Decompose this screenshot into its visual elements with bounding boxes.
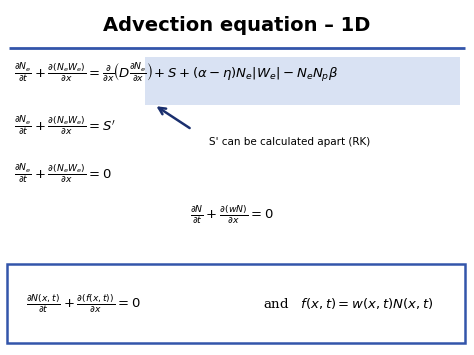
FancyBboxPatch shape <box>7 264 465 343</box>
Text: $\frac{\partial N_e}{\partial t}+\frac{\partial(N_eW_e)}{\partial x}=0$: $\frac{\partial N_e}{\partial t}+\frac{\… <box>14 163 112 185</box>
Bar <box>145 57 460 105</box>
Text: S' can be calculated apart (RK): S' can be calculated apart (RK) <box>209 137 370 147</box>
Text: Advection equation – 1D: Advection equation – 1D <box>103 16 371 35</box>
Text: $\frac{\partial N_e}{\partial t}+\frac{\partial(N_eW_e)}{\partial x}=\frac{\part: $\frac{\partial N_e}{\partial t}+\frac{\… <box>14 61 338 84</box>
Text: $\frac{\partial N(x,t)}{\partial t}+\frac{\partial(f(x,t))}{\partial x}=0$: $\frac{\partial N(x,t)}{\partial t}+\fra… <box>26 293 141 315</box>
Text: $\frac{\partial N_e}{\partial t}+\frac{\partial(N_eW_e)}{\partial x}=S'$: $\frac{\partial N_e}{\partial t}+\frac{\… <box>14 115 116 137</box>
Text: $\frac{\partial N}{\partial t}+\frac{\partial(wN)}{\partial x}=0$: $\frac{\partial N}{\partial t}+\frac{\pa… <box>190 204 273 226</box>
Text: and   $f(x,t)=w(x,t)N(x,t)$: and $f(x,t)=w(x,t)N(x,t)$ <box>263 296 434 311</box>
